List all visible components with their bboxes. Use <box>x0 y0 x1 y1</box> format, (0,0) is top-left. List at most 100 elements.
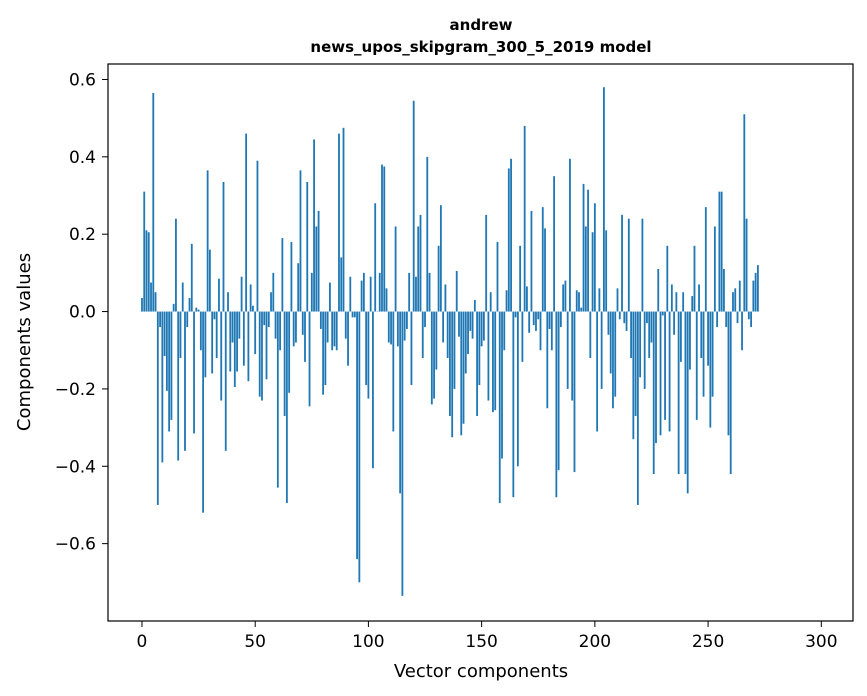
bar-227 <box>655 311 657 444</box>
bar-78 <box>317 210 320 312</box>
bar-162 <box>507 168 510 312</box>
bar-33 <box>215 311 218 358</box>
bar-16 <box>177 311 180 461</box>
bar-209 <box>614 311 617 397</box>
bar-215 <box>627 218 630 312</box>
bar-69 <box>297 263 300 312</box>
bar-188 <box>566 311 569 389</box>
bar-28 <box>204 311 207 378</box>
y-tick-label: 0.2 <box>69 225 96 245</box>
bar-231 <box>664 311 666 420</box>
bar-85 <box>333 311 336 347</box>
bar-12 <box>168 311 171 432</box>
bar-113 <box>396 311 399 347</box>
bar-92 <box>349 276 352 312</box>
bar-206 <box>607 311 610 335</box>
bar-207 <box>609 311 612 374</box>
y-axis-label: Components values <box>14 253 35 431</box>
bar-198 <box>589 311 592 358</box>
bar-105 <box>378 272 381 312</box>
bar-51 <box>256 160 259 312</box>
bar-57 <box>270 292 272 312</box>
bar-50 <box>254 311 257 355</box>
bar-19 <box>184 311 186 451</box>
bar-35 <box>220 311 223 401</box>
bar-146 <box>471 311 474 339</box>
bar-255 <box>718 191 721 312</box>
bar-49 <box>252 305 254 312</box>
bar-17 <box>179 311 182 358</box>
bar-111 <box>392 311 395 432</box>
bar-128 <box>430 311 433 405</box>
bar-110 <box>390 311 392 345</box>
bar-250 <box>707 311 709 366</box>
bar-47 <box>247 311 250 382</box>
x-tick-label: 50 <box>244 632 266 652</box>
bar-194 <box>580 307 583 312</box>
bar-183 <box>555 311 558 498</box>
bar-7 <box>156 311 159 505</box>
bar-219 <box>636 311 639 505</box>
bar-155 <box>492 311 494 413</box>
bar-216 <box>630 311 632 358</box>
bar-156 <box>494 311 497 411</box>
bar-171 <box>528 311 531 333</box>
bar-245 <box>695 311 698 420</box>
bar-246 <box>698 284 700 312</box>
bar-88 <box>340 257 343 312</box>
bar-134 <box>444 284 447 312</box>
bar-14 <box>172 303 175 312</box>
bar-119 <box>410 311 413 386</box>
bar-116 <box>403 311 406 341</box>
bar-71 <box>301 311 304 335</box>
bar-220 <box>639 311 642 378</box>
bar-184 <box>557 311 560 471</box>
bar-97 <box>360 280 363 312</box>
bar-222 <box>643 311 646 389</box>
bar-124 <box>421 311 424 358</box>
bar-193 <box>578 292 580 312</box>
bar-174 <box>535 311 537 331</box>
bar-126 <box>426 156 429 312</box>
bar-1 <box>143 191 146 312</box>
bar-21 <box>188 298 191 312</box>
bar-series <box>141 87 759 596</box>
bar-133 <box>442 311 445 343</box>
bar-247 <box>700 311 703 358</box>
bar-109 <box>387 311 390 343</box>
bar-3 <box>147 232 150 312</box>
x-tick-label: 250 <box>692 632 724 652</box>
bar-218 <box>634 311 637 416</box>
bar-259 <box>727 311 730 436</box>
bar-117 <box>406 311 408 329</box>
bar-52 <box>258 311 261 397</box>
y-tick-label: 0.4 <box>69 148 96 168</box>
bar-242 <box>689 311 691 370</box>
bar-163 <box>510 158 512 312</box>
bar-223 <box>646 311 648 324</box>
bar-265 <box>741 311 743 351</box>
bar-130 <box>435 311 438 370</box>
bar-42 <box>236 311 238 372</box>
bar-147 <box>473 299 476 312</box>
bar-238 <box>680 311 682 362</box>
y-tick-label: −0.6 <box>55 535 96 555</box>
bar-270 <box>752 280 755 312</box>
bar-236 <box>675 292 678 312</box>
bar-182 <box>553 176 555 312</box>
bar-90 <box>344 311 347 339</box>
bar-29 <box>206 170 209 312</box>
y-tick-label: −0.2 <box>55 380 96 400</box>
bar-187 <box>564 280 567 312</box>
bar-240 <box>684 311 687 475</box>
bar-208 <box>612 311 614 409</box>
bar-114 <box>399 311 402 494</box>
bar-226 <box>652 311 655 475</box>
bar-9 <box>161 311 164 463</box>
bar-70 <box>299 170 302 312</box>
bar-258 <box>725 311 728 328</box>
bar-84 <box>331 311 334 351</box>
bar-267 <box>745 218 748 312</box>
bar-32 <box>213 311 216 320</box>
bar-235 <box>673 311 676 335</box>
